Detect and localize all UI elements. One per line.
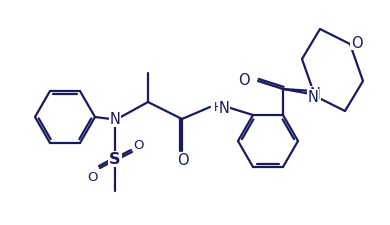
Text: N: N: [310, 87, 321, 102]
Text: O: O: [134, 139, 144, 152]
Text: N: N: [308, 90, 319, 105]
Text: N: N: [218, 101, 229, 116]
Text: O: O: [87, 171, 97, 184]
Text: N: N: [110, 112, 121, 127]
Text: O: O: [238, 73, 250, 88]
Text: S: S: [109, 152, 121, 167]
Text: O: O: [351, 35, 363, 50]
Text: O: O: [177, 153, 189, 168]
Text: H: H: [214, 101, 222, 114]
